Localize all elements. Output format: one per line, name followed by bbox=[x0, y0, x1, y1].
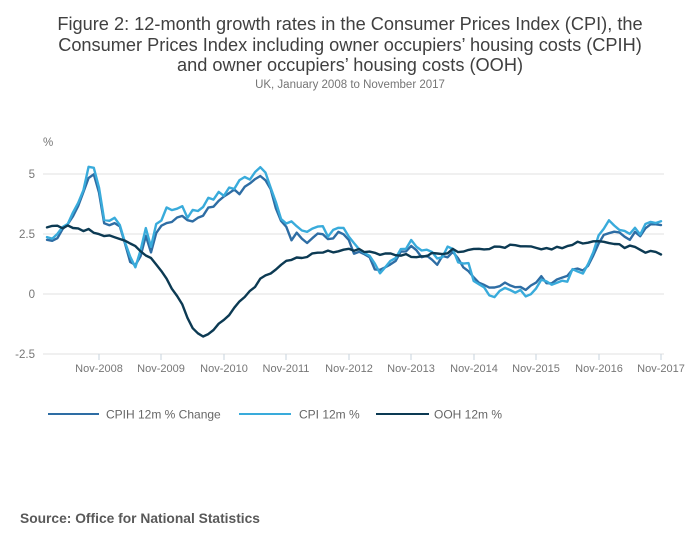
svg-text:5: 5 bbox=[29, 169, 35, 181]
svg-text:Nov-2012: Nov-2012 bbox=[325, 363, 373, 375]
svg-text:Nov-2008: Nov-2008 bbox=[75, 363, 123, 375]
svg-text:2.5: 2.5 bbox=[19, 229, 35, 241]
svg-text:Nov-2009: Nov-2009 bbox=[137, 363, 185, 375]
svg-text:Nov-2011: Nov-2011 bbox=[263, 363, 310, 375]
svg-text:0: 0 bbox=[29, 289, 35, 301]
svg-text:OOH 12m %: OOH 12m % bbox=[434, 408, 502, 422]
svg-text:Nov-2016: Nov-2016 bbox=[575, 363, 623, 375]
svg-text:Nov-2013: Nov-2013 bbox=[387, 363, 435, 375]
svg-text:Nov-2014: Nov-2014 bbox=[450, 363, 498, 375]
svg-text:Nov-2017: Nov-2017 bbox=[637, 363, 685, 375]
svg-text:Nov-2010: Nov-2010 bbox=[200, 363, 248, 375]
svg-text:CPIH 12m % Change: CPIH 12m % Change bbox=[106, 408, 221, 422]
svg-text:%: % bbox=[43, 137, 53, 149]
svg-text:-2.5: -2.5 bbox=[15, 349, 35, 361]
svg-text:Nov-2015: Nov-2015 bbox=[512, 363, 560, 375]
svg-text:CPI 12m %: CPI 12m % bbox=[299, 408, 360, 422]
